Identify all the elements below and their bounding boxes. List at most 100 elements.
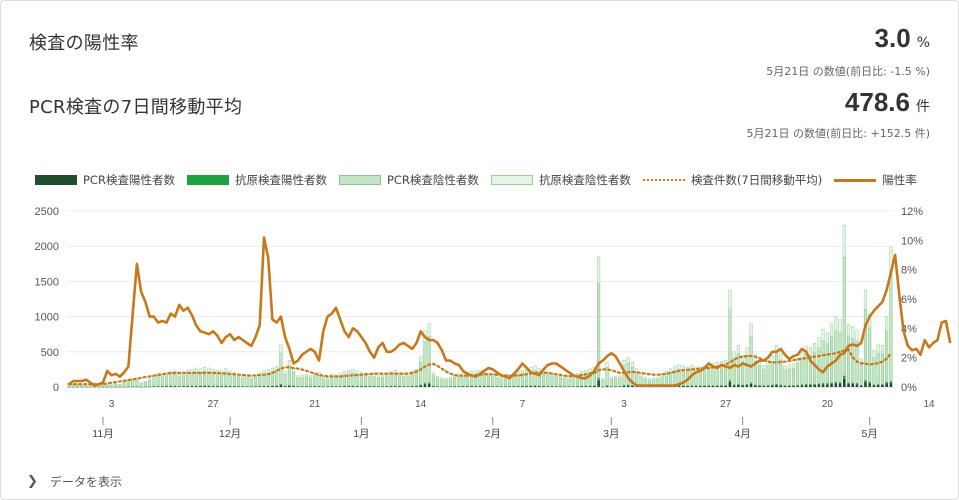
bar-pcr-positive bbox=[156, 386, 160, 387]
bar-pcr-positive bbox=[830, 383, 833, 387]
bar-pcr-positive bbox=[576, 386, 579, 387]
bar-pcr-negative bbox=[728, 309, 732, 381]
bar-antigen-positive bbox=[826, 383, 829, 385]
bar-pcr-negative bbox=[419, 361, 423, 386]
bar-antigen-negative bbox=[863, 289, 868, 310]
bar-pcr-positive bbox=[821, 384, 825, 387]
bar-pcr-positive bbox=[745, 385, 749, 387]
bar-antigen-positive bbox=[749, 382, 753, 384]
bar-antigen-positive bbox=[465, 386, 469, 387]
bar-pcr-positive bbox=[804, 384, 808, 387]
bar-pcr-positive bbox=[216, 386, 219, 387]
bar-pcr-positive bbox=[415, 386, 418, 387]
bar-pcr-negative bbox=[618, 377, 622, 387]
legend-antigen-positive[interactable]: 抗原検査陽性者数 bbox=[186, 172, 327, 188]
bar-pcr-positive bbox=[525, 386, 528, 387]
bar-antigen-negative bbox=[673, 365, 677, 371]
bar-antigen-positive bbox=[461, 386, 465, 387]
bar-antigen-positive bbox=[165, 386, 168, 387]
bar-pcr-positive bbox=[783, 385, 787, 387]
bar-pcr-negative bbox=[292, 372, 296, 386]
bar-pcr-positive bbox=[703, 385, 706, 387]
bar-pcr-positive bbox=[707, 385, 711, 387]
bar-pcr-positive bbox=[847, 383, 850, 387]
bar-pcr-positive bbox=[233, 386, 236, 387]
bar-pcr-positive bbox=[402, 386, 406, 387]
bar-pcr-negative bbox=[317, 374, 321, 387]
bar-pcr-negative bbox=[512, 376, 516, 387]
bar-pcr-positive bbox=[347, 386, 351, 387]
bar-pcr-negative bbox=[453, 377, 457, 387]
bar-pcr-negative bbox=[880, 353, 884, 385]
bar-antigen-positive bbox=[144, 386, 147, 388]
bar-pcr-positive bbox=[864, 382, 867, 387]
bar-pcr-negative bbox=[842, 257, 846, 376]
bar-pcr-positive bbox=[478, 386, 482, 387]
bar-antigen-positive bbox=[593, 385, 596, 387]
legend-pcr-positive[interactable]: PCR検査陽性者数 bbox=[35, 172, 175, 188]
bar-antigen-negative bbox=[584, 369, 588, 374]
legend-swatch bbox=[186, 175, 229, 185]
legend-positivity[interactable]: 陽性率 bbox=[834, 172, 917, 188]
bar-pcr-negative bbox=[440, 379, 444, 387]
x-day-tick-label: 14 bbox=[923, 399, 935, 410]
bar-pcr-negative bbox=[876, 352, 880, 385]
bar-pcr-negative bbox=[571, 377, 575, 387]
bar-pcr-positive bbox=[720, 385, 723, 387]
bar-pcr-negative bbox=[173, 373, 177, 387]
bar-pcr-negative bbox=[309, 377, 313, 387]
bar-antigen-negative bbox=[287, 359, 291, 366]
bar-antigen-positive bbox=[847, 382, 850, 384]
bar-pcr-negative bbox=[220, 373, 224, 387]
bar-pcr-positive bbox=[224, 386, 228, 387]
bar-pcr-negative bbox=[304, 376, 308, 387]
bar-antigen-positive bbox=[372, 386, 376, 387]
bar-antigen-negative bbox=[376, 375, 380, 379]
legend-antigen-negative[interactable]: 抗原検査陰性者数 bbox=[490, 172, 631, 188]
bar-antigen-negative bbox=[876, 344, 880, 354]
bar-pcr-positive bbox=[817, 384, 821, 387]
bar-pcr-positive bbox=[868, 383, 872, 387]
bar-antigen-positive bbox=[275, 385, 278, 387]
bar-pcr-negative bbox=[541, 373, 546, 387]
bar-pcr-negative bbox=[228, 374, 232, 387]
bar-pcr-positive bbox=[593, 386, 596, 387]
bar-pcr-negative bbox=[457, 376, 461, 387]
bar-pcr-positive bbox=[160, 386, 164, 387]
bar-pcr-negative bbox=[148, 379, 152, 387]
bar-pcr-positive bbox=[686, 386, 689, 387]
bar-pcr-positive bbox=[584, 386, 588, 387]
legend-tests-avg[interactable]: 検査件数(7日間移動平均) bbox=[642, 172, 822, 188]
bar-antigen-positive bbox=[186, 385, 190, 387]
bar-antigen-positive bbox=[597, 378, 600, 381]
bar-pcr-positive bbox=[474, 386, 478, 387]
bar-antigen-negative bbox=[749, 323, 753, 337]
bar-pcr-negative bbox=[868, 327, 872, 383]
bar-pcr-negative bbox=[872, 357, 876, 385]
y-right-tick-label: 0% bbox=[901, 382, 917, 394]
bar-antigen-negative bbox=[266, 369, 270, 374]
y-left-tick-label: 2000 bbox=[35, 241, 59, 253]
bar-pcr-positive bbox=[72, 386, 75, 388]
bar-pcr-negative bbox=[300, 377, 304, 387]
bar-pcr-negative bbox=[139, 383, 143, 387]
bar-pcr-negative bbox=[364, 375, 368, 387]
legend-pcr-negative[interactable]: PCR検査陰性者数 bbox=[338, 172, 479, 188]
bar-antigen-negative bbox=[732, 351, 736, 360]
bar-antigen-negative bbox=[325, 377, 330, 380]
bar-antigen-negative bbox=[203, 367, 207, 372]
bar-pcr-positive bbox=[237, 386, 240, 387]
bar-pcr-negative bbox=[198, 372, 202, 386]
bar-pcr-positive bbox=[770, 385, 774, 387]
bar-antigen-negative bbox=[639, 374, 643, 378]
bar-antigen-negative bbox=[351, 369, 355, 374]
bar-pcr-negative bbox=[503, 378, 507, 387]
bar-antigen-negative bbox=[830, 323, 834, 337]
bar-pcr-positive bbox=[220, 386, 223, 387]
show-data-toggle[interactable]: ❯ データを表示 bbox=[27, 473, 122, 490]
bar-antigen-positive bbox=[584, 385, 588, 387]
bar-antigen-negative bbox=[618, 375, 622, 379]
bar-pcr-negative bbox=[863, 309, 868, 381]
bar-pcr-negative bbox=[766, 365, 770, 386]
bar-antigen-positive bbox=[842, 375, 846, 379]
